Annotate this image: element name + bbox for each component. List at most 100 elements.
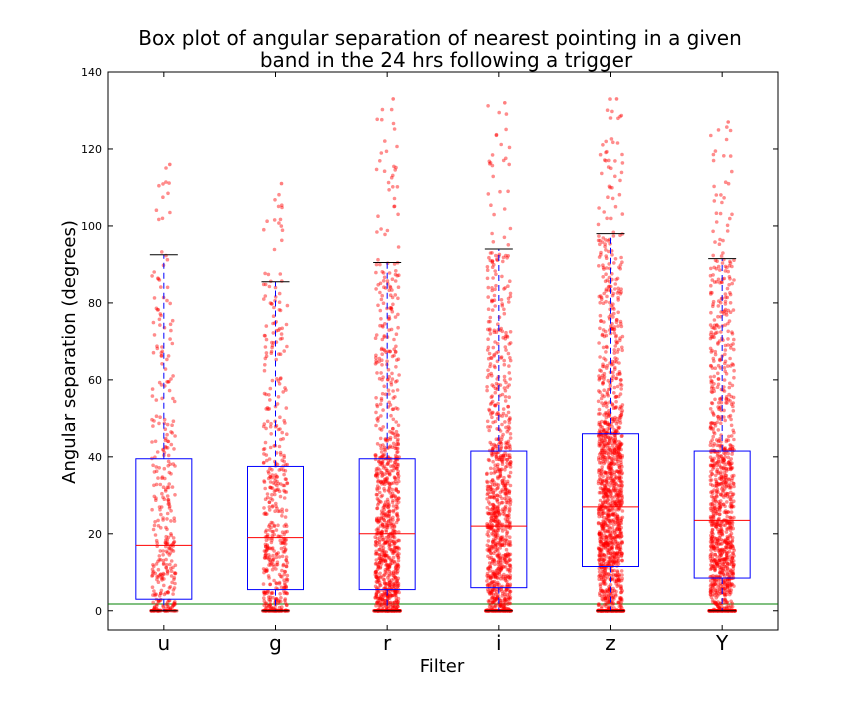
point	[601, 380, 605, 385]
point	[495, 582, 500, 587]
point	[488, 490, 493, 495]
point	[386, 317, 391, 321]
point	[597, 378, 601, 382]
point	[493, 574, 498, 579]
point	[158, 507, 162, 512]
point	[490, 373, 494, 378]
point	[490, 591, 494, 596]
point	[166, 498, 170, 502]
point	[490, 452, 495, 457]
point	[374, 287, 378, 291]
point	[393, 380, 398, 384]
point	[280, 530, 285, 534]
point	[377, 578, 381, 583]
point	[387, 596, 392, 600]
point	[285, 481, 289, 485]
point	[614, 339, 618, 343]
point	[492, 605, 497, 609]
point	[282, 550, 287, 554]
point	[610, 436, 614, 441]
point	[606, 165, 611, 169]
point	[391, 426, 395, 431]
point	[157, 554, 162, 558]
point	[596, 222, 601, 227]
point	[505, 553, 510, 558]
point	[374, 410, 378, 415]
point	[263, 535, 268, 539]
point	[380, 597, 385, 602]
point	[503, 578, 508, 583]
point	[614, 539, 618, 544]
point	[619, 324, 624, 329]
point	[620, 558, 624, 563]
point	[391, 185, 395, 189]
point	[613, 511, 617, 516]
point	[489, 589, 493, 593]
point	[383, 559, 388, 563]
point	[497, 570, 502, 574]
point	[156, 567, 161, 572]
point	[167, 506, 172, 510]
point	[498, 556, 503, 560]
point	[377, 589, 382, 593]
point	[498, 189, 502, 194]
point	[383, 598, 388, 603]
point	[597, 374, 601, 378]
point	[385, 563, 390, 567]
point	[732, 337, 736, 342]
point	[499, 446, 503, 451]
point	[272, 489, 277, 494]
point	[607, 556, 611, 560]
point	[268, 558, 273, 562]
point	[152, 270, 156, 274]
point	[278, 450, 283, 455]
point	[396, 312, 400, 317]
point	[161, 516, 165, 520]
point	[273, 321, 277, 325]
point	[608, 466, 613, 470]
point	[500, 526, 504, 531]
point	[486, 582, 491, 587]
point	[155, 574, 159, 579]
point	[382, 480, 386, 485]
point	[496, 506, 500, 510]
point	[607, 441, 611, 446]
point	[375, 475, 380, 479]
point	[269, 486, 274, 490]
point	[501, 255, 506, 260]
point	[263, 363, 267, 367]
point	[606, 378, 611, 383]
point	[506, 513, 510, 518]
point	[391, 582, 395, 587]
point	[274, 504, 278, 509]
point	[276, 551, 281, 555]
point	[485, 522, 489, 526]
point	[392, 584, 396, 589]
point	[730, 169, 734, 174]
point	[378, 547, 382, 552]
point	[616, 496, 620, 500]
point	[392, 559, 397, 564]
point	[600, 453, 604, 457]
point	[375, 572, 379, 576]
point	[508, 589, 513, 594]
point	[492, 588, 497, 592]
point	[282, 545, 287, 550]
point	[490, 522, 494, 527]
point	[508, 294, 513, 299]
point	[614, 503, 618, 507]
point	[388, 521, 393, 526]
point	[491, 384, 496, 389]
point	[375, 117, 380, 122]
point	[389, 494, 394, 499]
point	[279, 574, 283, 579]
point	[618, 415, 623, 420]
point	[392, 604, 396, 608]
point	[382, 507, 387, 512]
point	[616, 573, 620, 577]
point	[387, 580, 392, 585]
point	[613, 441, 617, 445]
point	[388, 429, 392, 434]
point	[597, 470, 601, 475]
point	[619, 601, 623, 605]
